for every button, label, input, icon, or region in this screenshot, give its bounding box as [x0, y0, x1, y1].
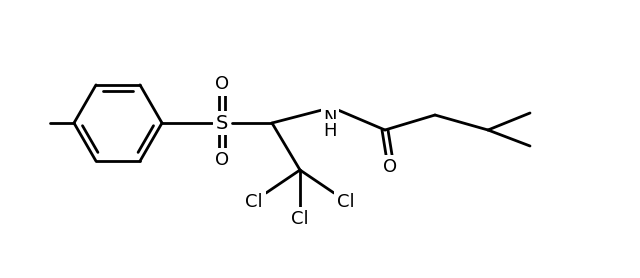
- Text: Cl: Cl: [337, 193, 355, 211]
- Text: O: O: [215, 75, 229, 93]
- Text: Cl: Cl: [245, 193, 263, 211]
- Text: Cl: Cl: [291, 210, 309, 228]
- Text: N: N: [323, 109, 337, 127]
- Text: S: S: [216, 113, 228, 133]
- Text: O: O: [215, 151, 229, 169]
- Text: H: H: [323, 122, 337, 140]
- Text: O: O: [383, 158, 397, 176]
